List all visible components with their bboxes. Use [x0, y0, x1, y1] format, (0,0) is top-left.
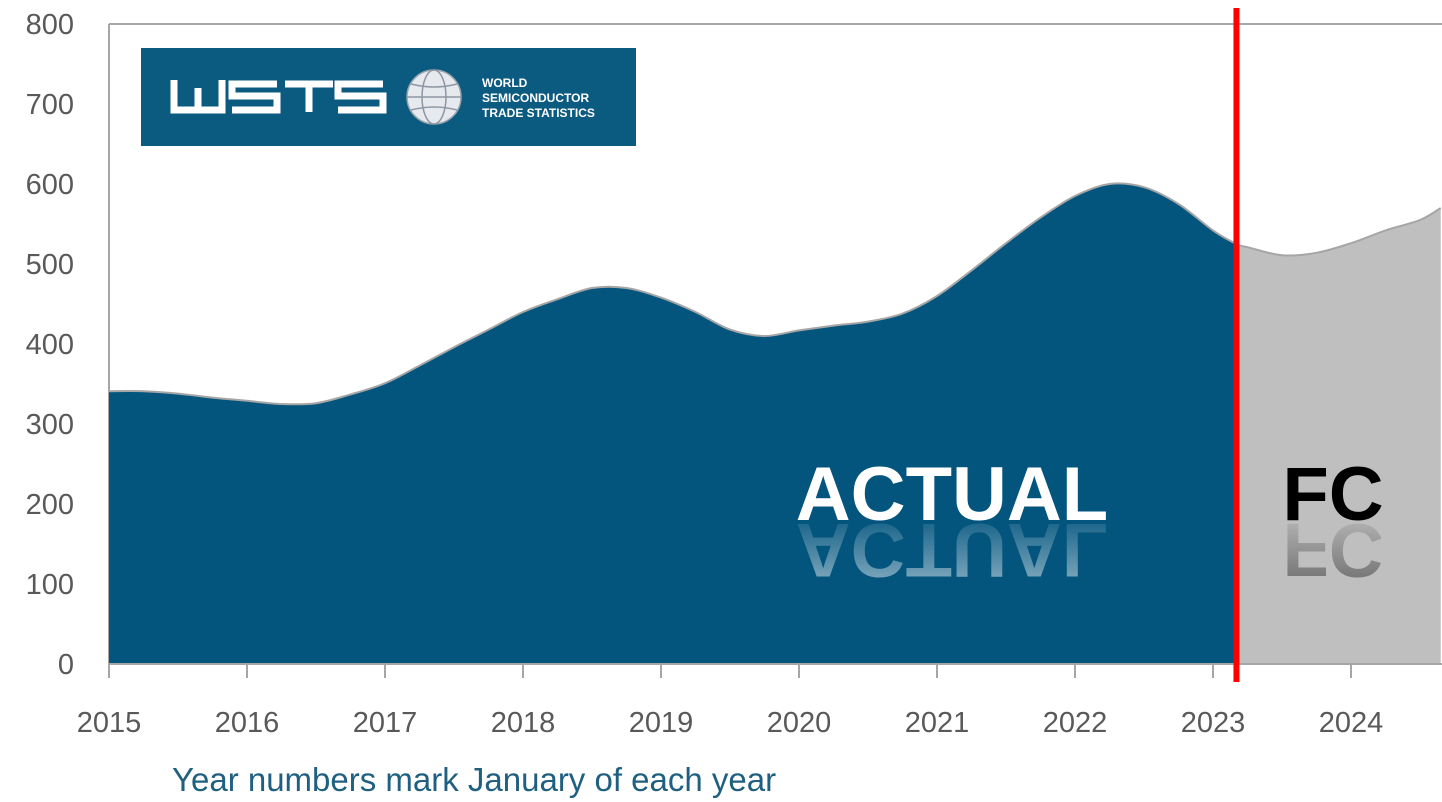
logo-line-1: WORLD — [482, 76, 528, 90]
forecast-area — [1236, 208, 1441, 664]
x-tick-label: 2017 — [353, 707, 418, 739]
x-tick-label: 2021 — [905, 707, 970, 739]
logo-line-3: TRADE STATISTICS — [482, 106, 595, 120]
forecast-label-group: FC FC — [1282, 452, 1383, 592]
actual-area — [109, 183, 1237, 664]
x-tick-label: 2016 — [215, 707, 280, 739]
x-tick-label: 2015 — [77, 707, 142, 739]
actual-label-group: ACTUAL ACTUAL — [796, 452, 1108, 592]
y-tick-label: 300 — [26, 409, 74, 441]
actual-label: ACTUAL — [796, 452, 1108, 537]
series-outline-line — [108, 182, 1442, 406]
wsts-wordmark-image — [170, 80, 387, 114]
x-tick-label: 2019 — [629, 707, 694, 739]
x-axis-ticks: 2015 2016 2017 2018 2019 2020 2021 2022 2023 2024 — [77, 664, 1384, 739]
x-tick-label: 2020 — [767, 707, 832, 739]
globe-icon — [406, 69, 462, 125]
x-tick-label: 2024 — [1319, 707, 1384, 739]
x-tick-label: 2018 — [491, 707, 556, 739]
y-tick-label: 100 — [26, 569, 74, 601]
actual-label-reflection: ACTUAL — [796, 507, 1108, 592]
y-axis-ticks: 0 100 200 300 400 500 600 700 800 — [26, 9, 74, 681]
forecast-label: FC — [1282, 452, 1383, 537]
y-tick-label: 800 — [26, 9, 74, 41]
y-tick-label: 0 — [58, 649, 74, 681]
x-tick-label: 2023 — [1181, 707, 1246, 739]
forecast-label-reflection: FC — [1282, 507, 1383, 592]
y-tick-label: 600 — [26, 169, 74, 201]
wsts-logo: WORLD SEMICONDUCTOR TRADE STATISTICS — [141, 48, 636, 146]
logo-line-2: SEMICONDUCTOR — [482, 91, 589, 105]
y-tick-label: 500 — [26, 249, 74, 281]
y-tick-label: 200 — [26, 489, 74, 521]
x-tick-label: 2022 — [1043, 707, 1108, 739]
y-tick-label: 700 — [26, 89, 74, 121]
axis-footnote: Year numbers mark January of each year — [172, 761, 776, 798]
y-tick-label: 400 — [26, 329, 74, 361]
